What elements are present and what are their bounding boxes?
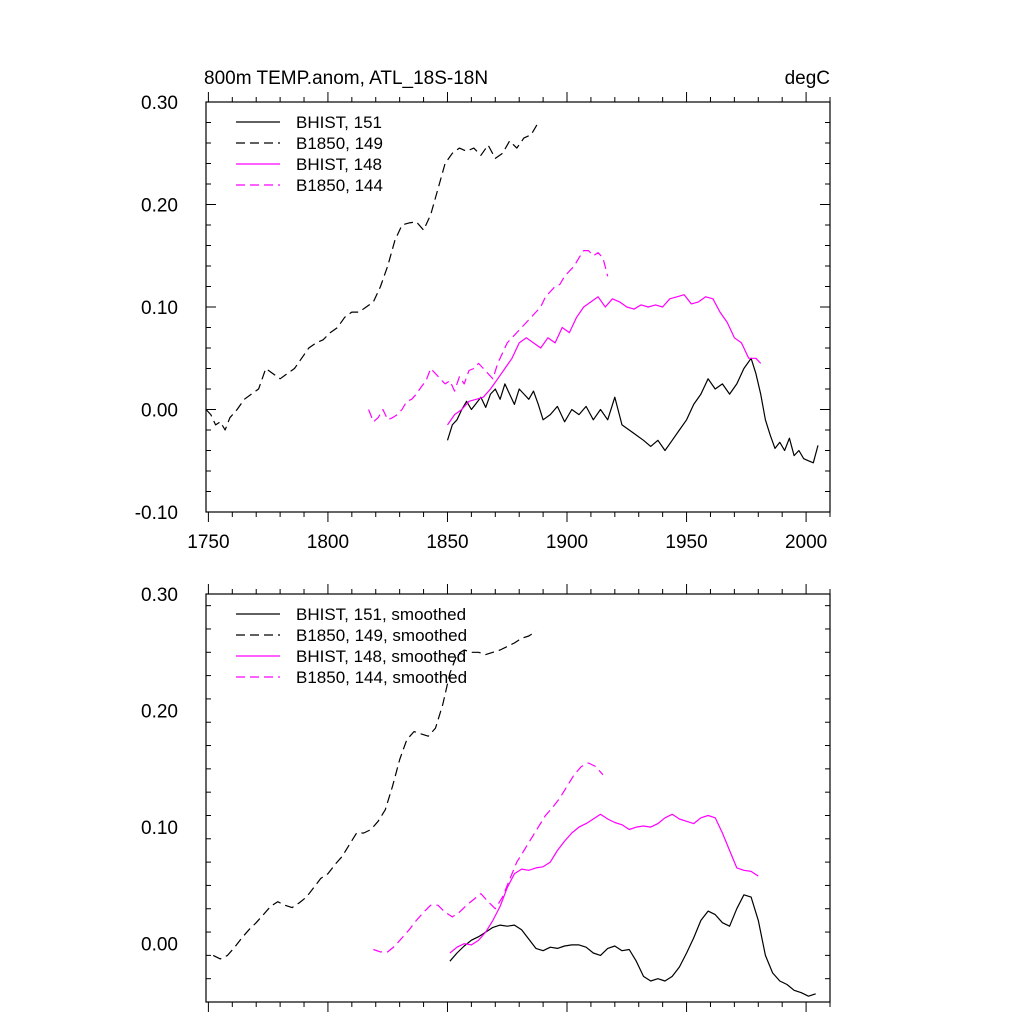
y-tick-label: 0.00 — [141, 401, 178, 422]
y-tick-label: 0.20 — [141, 196, 178, 217]
y-tick-label: 0.20 — [141, 702, 178, 723]
series-line-1 — [449, 894, 816, 997]
legend-label: B1850, 144 — [296, 176, 383, 195]
legend-label: BHIST, 151, smoothed — [296, 605, 466, 624]
series-line-3 — [447, 294, 762, 426]
y-tick-label: 0.30 — [141, 585, 178, 606]
top-panel: 800m TEMP.anom, ATL_18S-18N degC 1750 180… — [135, 68, 831, 553]
y-tick-label: 0.30 — [141, 93, 178, 114]
legend-label: B1850, 149 — [296, 134, 383, 153]
y-tick-label: 0.10 — [141, 818, 178, 839]
series-line-2 — [212, 630, 537, 960]
x-tick-label: 1950 — [665, 532, 707, 553]
series-line-3 — [449, 813, 759, 954]
series-line-4 — [373, 762, 604, 953]
x-tick-label: 1900 — [546, 532, 588, 553]
y-tick-label: 0.10 — [141, 298, 178, 319]
legend-label: B1850, 149, smoothed — [296, 626, 467, 645]
series-line-2 — [205, 122, 539, 431]
bottom-panel: 0.00 0.10 0.20 0.30 BHIST, 151, smoothed B185… — [141, 584, 831, 1012]
legend-label: BHIST, 148, smoothed — [296, 647, 466, 666]
plot-frame — [205, 593, 831, 1003]
series-line-1 — [446, 357, 819, 464]
series-line-4 — [368, 250, 609, 423]
legend-label: BHIST, 148 — [296, 155, 382, 174]
x-tick-label: 1750 — [187, 532, 229, 553]
y-tick-label: 0.00 — [141, 935, 178, 956]
x-tick-label: 1800 — [307, 532, 349, 553]
x-tick-label: 2000 — [785, 532, 827, 553]
legend-label: B1850, 144, smoothed — [296, 668, 467, 687]
legend-label: BHIST, 151 — [296, 113, 382, 132]
y-tick-label: -0.10 — [135, 503, 178, 524]
x-tick-label: 1850 — [426, 532, 468, 553]
units-label: degC — [785, 68, 830, 89]
chart-title: 800m TEMP.anom, ATL_18S-18N — [204, 68, 488, 89]
